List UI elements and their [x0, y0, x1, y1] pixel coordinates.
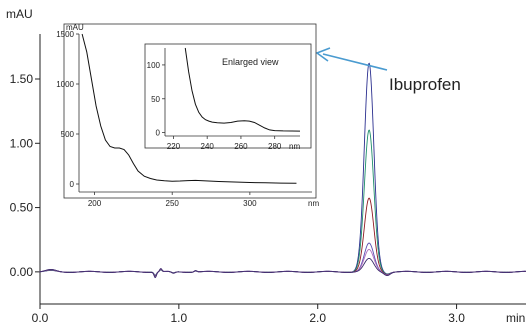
annotation-arrow	[315, 47, 388, 71]
main-x-tick-label: 2.0	[309, 311, 326, 325]
enlarged-spectrum-line	[184, 47, 301, 132]
main-y-tick-label: 0.50	[10, 201, 34, 215]
enlarged-x-tick-label: 280	[268, 142, 282, 151]
inset-x-tick-label: 300	[243, 199, 257, 208]
x-axis-unit-label: min	[506, 311, 525, 325]
enlarged-x-tick-label: 240	[201, 142, 215, 151]
enlarged-x-ticks: 220 240 260 280	[167, 136, 282, 151]
inset-y-ticks: 0 500 1000 1500	[56, 30, 79, 189]
enlarged-y-ticks: 0 50 100	[147, 61, 165, 138]
inset-spectrum-line	[81, 33, 297, 184]
enlarged-y-tick-label: 0	[156, 129, 161, 138]
inset-y-tick-label: 500	[61, 130, 75, 139]
enlarged-y-tick-label: 50	[151, 95, 160, 104]
inset-y-tick-label: 1000	[56, 80, 74, 89]
main-series-line	[39, 249, 526, 278]
main-series-line	[39, 197, 526, 277]
main-y-tick-label: 0.00	[10, 265, 34, 279]
inset-y-tick-label: 0	[70, 180, 75, 189]
inset-x-tick-label: 200	[88, 199, 102, 208]
main-x-tick-label: 0.0	[32, 311, 49, 325]
inset-x-tick-label: 250	[166, 199, 180, 208]
main-x-tick-label: 3.0	[448, 311, 465, 325]
main-y-tick-label: 1.00	[10, 136, 34, 150]
ibuprofen-annotation: Ibuprofen	[389, 75, 461, 94]
inset-x-unit-label: nm	[308, 199, 319, 208]
inset-y-unit-label: mAU	[66, 23, 84, 32]
enlarged-x-tick-label: 220	[167, 142, 181, 151]
enlarged-x-unit-label: nm	[289, 142, 300, 151]
y-axis-unit-label: mAU	[6, 7, 33, 21]
main-x-ticks: 0.0 1.0 2.0 3.0	[32, 304, 465, 325]
enlarged-view-title: Enlarged view	[222, 57, 279, 67]
main-series-line	[39, 257, 526, 279]
enlarged-view: Enlarged view nm 0 50 100 220 240 260 280	[144, 43, 312, 151]
main-y-tick-label: 1.50	[10, 72, 34, 86]
enlarged-y-tick-label: 100	[147, 61, 161, 70]
main-y-ticks: 0.00 0.50 1.00 1.50	[10, 72, 40, 279]
inset-y-tick-label: 1500	[56, 30, 74, 39]
main-plot: mAU min 0.00 0.50 1.00 1.50 0.0 1.0 2.0 3.0	[6, 7, 526, 325]
enlarged-x-tick-label: 260	[234, 142, 248, 151]
main-x-tick-label: 1.0	[171, 311, 188, 325]
inset-x-ticks: 200 250 300	[88, 192, 257, 208]
main-series-group	[39, 62, 526, 279]
